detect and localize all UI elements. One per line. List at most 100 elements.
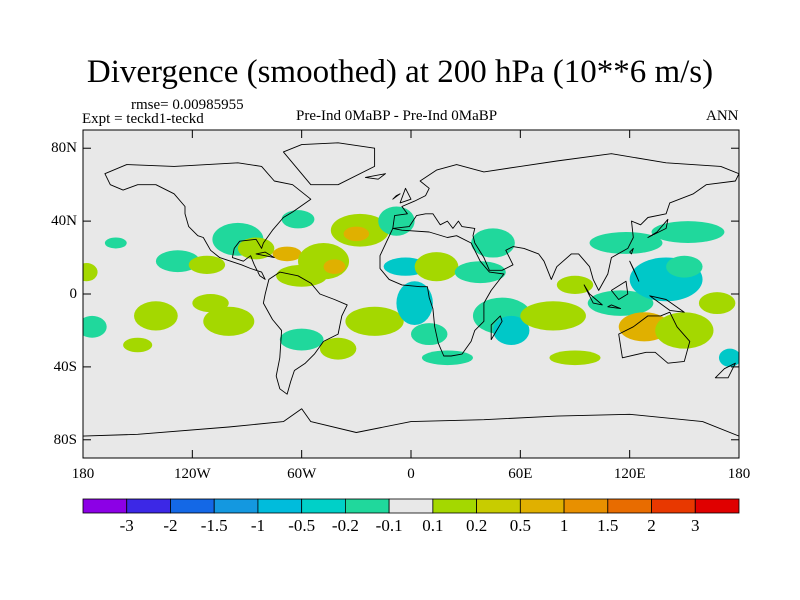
colorbar-swatch [344, 498, 390, 514]
divergence-region [155, 250, 200, 273]
colorbar-label: -0.5 [288, 516, 316, 535]
coastline [104, 162, 312, 280]
divergence-region [589, 232, 663, 254]
divergence-region [471, 228, 515, 258]
lat-label: 80S [53, 431, 77, 448]
colorbar-swatch [388, 498, 434, 514]
coastline [714, 362, 736, 379]
colorbar-swatch [607, 498, 652, 514]
coastline [262, 271, 348, 395]
coastline [649, 295, 685, 313]
colorbar-swatch [563, 498, 609, 514]
coastline [392, 153, 739, 291]
colorbar-swatch [694, 498, 740, 514]
divergence-region [83, 263, 98, 282]
colorbar-swatch [82, 498, 128, 514]
divergence-region [237, 237, 275, 260]
colorbar-label: -3 [119, 516, 134, 535]
divergence-region [272, 246, 302, 262]
coastline [83, 408, 739, 458]
coastline [399, 187, 412, 204]
lat-label: 40N [51, 213, 77, 230]
colorbar-swatch [301, 498, 346, 514]
colorbar-label: -0.2 [331, 516, 359, 535]
period-label: ANN [706, 108, 739, 124]
colorbar-label: -1 [250, 516, 265, 535]
coastline [618, 311, 691, 364]
coastline [629, 260, 640, 282]
coastline [282, 142, 376, 186]
lon-label: 60W [287, 466, 317, 482]
colorbar-label: 1.5 [597, 516, 619, 535]
colorbar-label: 2 [647, 516, 656, 535]
divergence-region [718, 348, 739, 367]
divergence-region [520, 301, 586, 331]
divergence-region [104, 237, 127, 249]
divergence-region [454, 261, 506, 284]
colorbar-swatch [651, 498, 696, 514]
divergence-region [192, 294, 229, 313]
lon-label: 0 [407, 466, 415, 482]
coastline [647, 218, 669, 238]
chart-title: Divergence (smoothed) at 200 hPa (10**6 … [86, 54, 714, 90]
divergence-region [414, 252, 459, 282]
rmse-label: rmse= 0.00985955 [131, 97, 244, 113]
colorbar-swatch [170, 498, 215, 514]
lat-label: 80N [51, 140, 77, 157]
experiment-label: Expt = teckd1-teckd [82, 111, 204, 127]
colorbar-label: -0.1 [375, 516, 403, 535]
lon-label: 180 [727, 466, 751, 482]
comparison-label: Pre-Ind 0MaBP - Pre-Ind 0MaBP [296, 108, 498, 124]
coastline [607, 304, 622, 310]
colorbar-label: -2 [163, 516, 178, 535]
coastline [255, 251, 275, 259]
divergence-region [698, 292, 736, 315]
colorbar-swatch [126, 498, 171, 514]
divergence-region [319, 337, 357, 360]
coastlines [83, 142, 739, 458]
divergence-region [83, 315, 107, 338]
coastline [610, 280, 629, 300]
colorbar-swatch [519, 498, 565, 514]
divergence-region [411, 323, 448, 346]
coastline [392, 193, 401, 200]
divergence-region [203, 306, 255, 336]
divergence-field [83, 206, 739, 367]
colorbar-label: 1 [559, 516, 569, 535]
coastline [583, 284, 603, 306]
divergence-region [279, 328, 324, 351]
colorbar-swatch [213, 498, 259, 514]
coastline [629, 247, 634, 255]
divergence-region [134, 301, 178, 331]
divergence-region [587, 290, 654, 316]
lon-label: 180 [71, 466, 95, 482]
colorbar-label: 0.2 [465, 516, 488, 535]
lon-label: 60E [508, 466, 533, 482]
divergence-region [655, 312, 714, 349]
colorbar-swatch [476, 498, 521, 514]
divergence-region [493, 315, 530, 346]
divergence-region [123, 337, 153, 353]
lat-label: 0 [69, 286, 78, 302]
divergence-region [281, 210, 315, 229]
coastline [364, 173, 386, 180]
divergence-region [345, 306, 404, 336]
colorbar-label: -1.5 [200, 516, 228, 535]
divergence-region [651, 221, 725, 243]
colorbar-swatch [257, 498, 303, 514]
colorbar-label: 0.1 [422, 516, 444, 535]
coastline [379, 227, 505, 357]
lat-label: 40S [53, 358, 77, 375]
divergence-region [556, 275, 594, 294]
divergence-region [666, 255, 703, 278]
divergence-region [396, 281, 433, 325]
lon-label: 120E [613, 466, 646, 482]
lon-label: 120W [173, 466, 211, 482]
coastline [490, 315, 503, 341]
axis-ticks [82, 130, 740, 458]
divergence-region [549, 350, 601, 366]
divergence-region [188, 255, 226, 274]
colorbar-label: 0.5 [509, 516, 531, 535]
